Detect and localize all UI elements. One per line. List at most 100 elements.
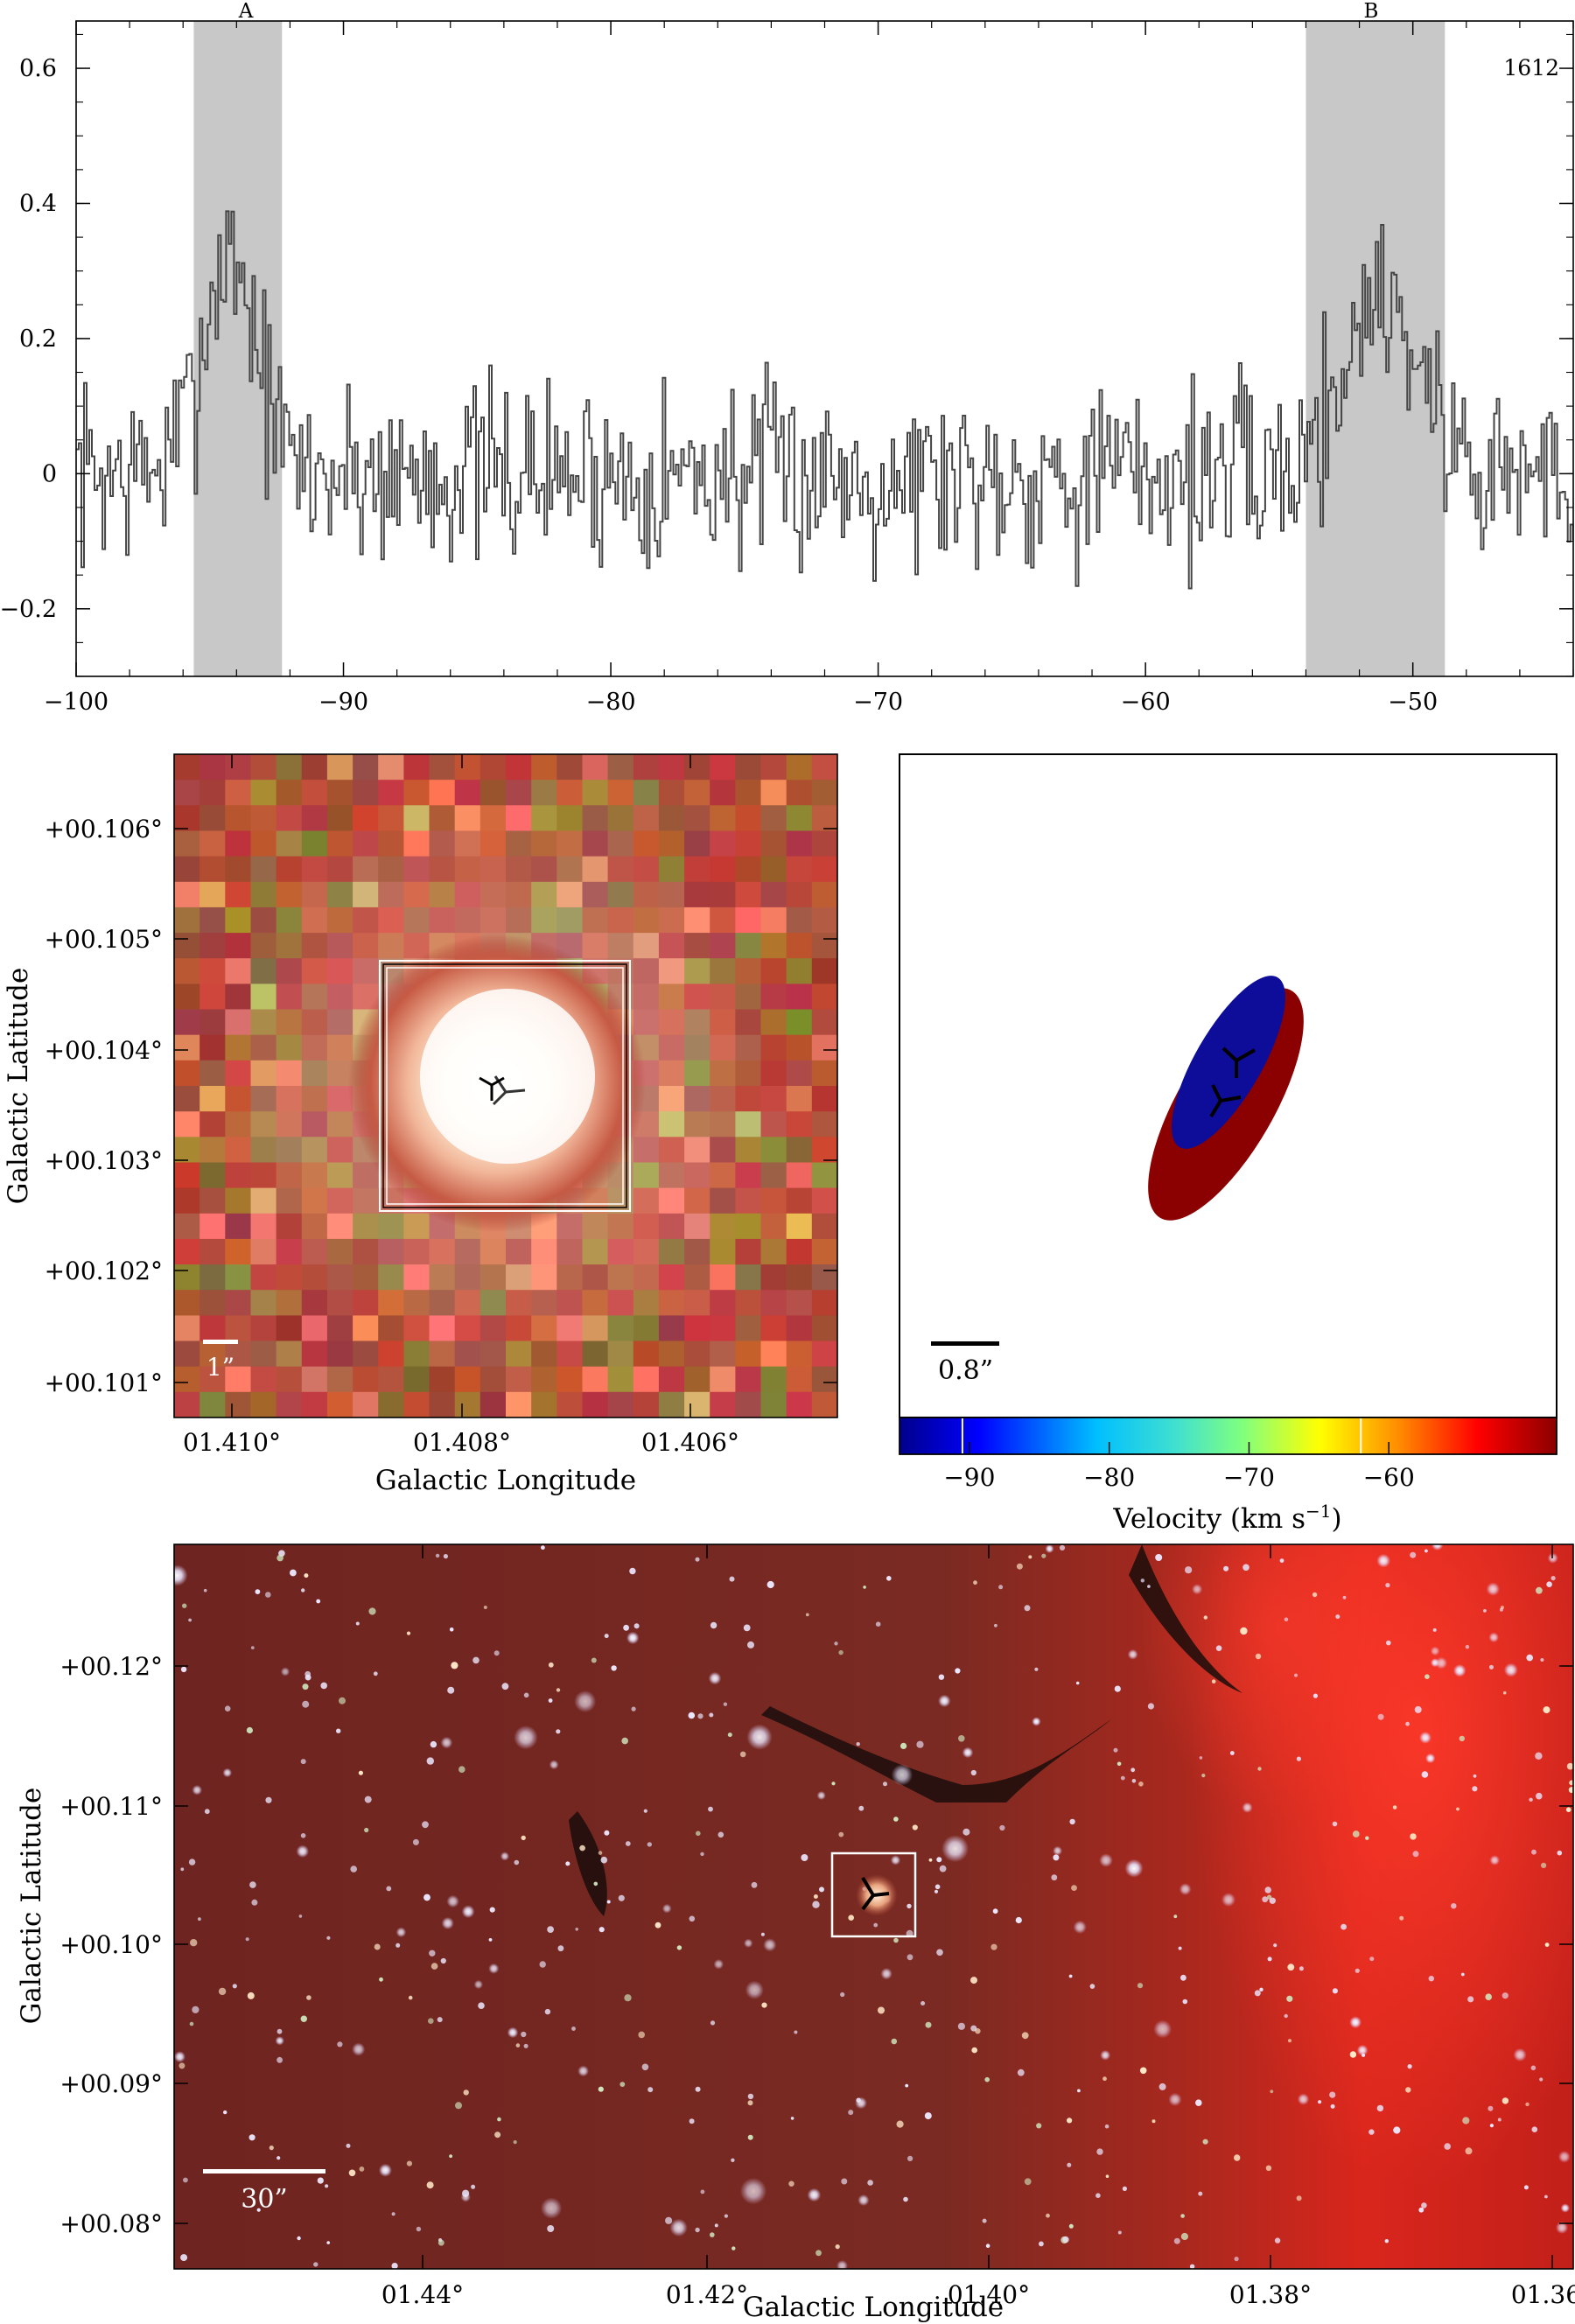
image-pixel xyxy=(301,830,328,858)
star xyxy=(938,1674,945,1680)
star xyxy=(472,1656,480,1664)
image-pixel xyxy=(735,805,762,832)
star xyxy=(1349,2051,1357,2058)
star xyxy=(188,1858,196,1866)
image-pixel xyxy=(786,1162,813,1189)
image-pixel xyxy=(735,1213,762,1240)
image-pixel xyxy=(403,1366,430,1393)
image-pixel xyxy=(353,1290,379,1316)
image-pixel xyxy=(326,780,354,806)
image-pixel xyxy=(378,1366,404,1393)
image-pixel xyxy=(735,754,762,780)
image-pixel xyxy=(301,1187,328,1214)
image-pixel xyxy=(710,1315,736,1342)
image-pixel xyxy=(684,1060,710,1087)
star xyxy=(188,1618,192,1622)
star xyxy=(747,2100,753,2106)
star xyxy=(1386,1640,1391,1646)
velocity-marker-blue xyxy=(1222,1046,1256,1078)
image-pixel xyxy=(531,856,557,883)
star xyxy=(514,1726,538,1750)
image-pixel xyxy=(760,1162,788,1189)
image-pixel xyxy=(250,1060,277,1087)
image-pixel xyxy=(301,1264,328,1291)
image-pixel xyxy=(326,1034,354,1061)
star xyxy=(708,1806,713,1812)
star xyxy=(297,2236,301,2241)
star xyxy=(751,1881,758,1888)
star xyxy=(1424,1674,1430,1679)
image-pixel xyxy=(200,856,226,883)
image-pixel xyxy=(454,881,481,908)
star xyxy=(1425,1753,1436,1764)
image-pixel xyxy=(250,754,277,780)
image-pixel xyxy=(582,830,609,858)
colorbar-ticks: −90 −80 −70 −60 xyxy=(943,1418,1415,1492)
star xyxy=(1525,2102,1530,2107)
image-pixel xyxy=(658,1111,685,1138)
star xyxy=(523,1692,529,1698)
image-pixel xyxy=(506,906,532,934)
star xyxy=(1053,1845,1062,1856)
star xyxy=(604,1634,609,1639)
star xyxy=(1051,1874,1058,1881)
star xyxy=(848,2110,854,2116)
image-pixel xyxy=(607,856,634,883)
image-pixel xyxy=(250,1213,277,1240)
star xyxy=(251,1899,258,1906)
image-pixel xyxy=(735,1264,762,1291)
star xyxy=(1034,1667,1039,1671)
image-pixel xyxy=(276,881,303,908)
image-pixel xyxy=(454,830,481,858)
image-pixel xyxy=(633,1187,660,1214)
image-pixel xyxy=(301,1315,328,1342)
star xyxy=(835,2244,840,2250)
image-pixel xyxy=(225,906,252,934)
zoom-ylabel: Galactic Latitude xyxy=(3,968,34,1205)
star xyxy=(1407,2064,1412,2069)
image-pixel xyxy=(658,856,685,883)
x-tick-label: −70 xyxy=(853,689,903,716)
image-pixel xyxy=(276,754,303,780)
image-pixel xyxy=(786,933,813,959)
star xyxy=(794,2030,798,2034)
star xyxy=(374,1943,381,1950)
image-pixel xyxy=(710,1264,736,1291)
star xyxy=(906,1903,912,1909)
image-pixel xyxy=(760,933,788,959)
star xyxy=(1021,2032,1029,2040)
image-pixel xyxy=(658,830,685,858)
star xyxy=(1332,1988,1338,1994)
star xyxy=(766,1580,774,1589)
star xyxy=(710,2232,715,2237)
image-pixel xyxy=(301,1086,328,1112)
star xyxy=(1531,2126,1538,2132)
image-pixel xyxy=(710,1391,736,1418)
image-pixel xyxy=(200,958,226,984)
x-tick-label: −80 xyxy=(586,689,636,716)
image-pixel xyxy=(684,1111,710,1138)
star xyxy=(1199,1756,1203,1760)
star xyxy=(180,2254,188,2262)
image-pixel xyxy=(429,780,456,806)
image-pixel xyxy=(454,1340,481,1368)
image-pixel xyxy=(760,958,788,984)
star xyxy=(708,1671,722,1685)
image-pixel xyxy=(301,1340,328,1368)
star xyxy=(942,1835,970,1863)
star xyxy=(541,1545,545,1550)
star xyxy=(1116,1761,1122,1767)
image-pixel xyxy=(684,1213,710,1240)
image-pixel xyxy=(225,1086,252,1112)
zoom-x-tick-label: 01.406° xyxy=(641,1428,739,1457)
image-pixel xyxy=(684,1315,710,1342)
image-pixel xyxy=(684,780,710,806)
star xyxy=(1418,2207,1424,2213)
star xyxy=(579,1844,585,1852)
star xyxy=(1089,1984,1096,1989)
star xyxy=(1152,2119,1156,2124)
star xyxy=(739,2177,767,2205)
star xyxy=(1550,1576,1556,1581)
image-pixel xyxy=(403,1213,430,1240)
star xyxy=(1240,1627,1248,1635)
